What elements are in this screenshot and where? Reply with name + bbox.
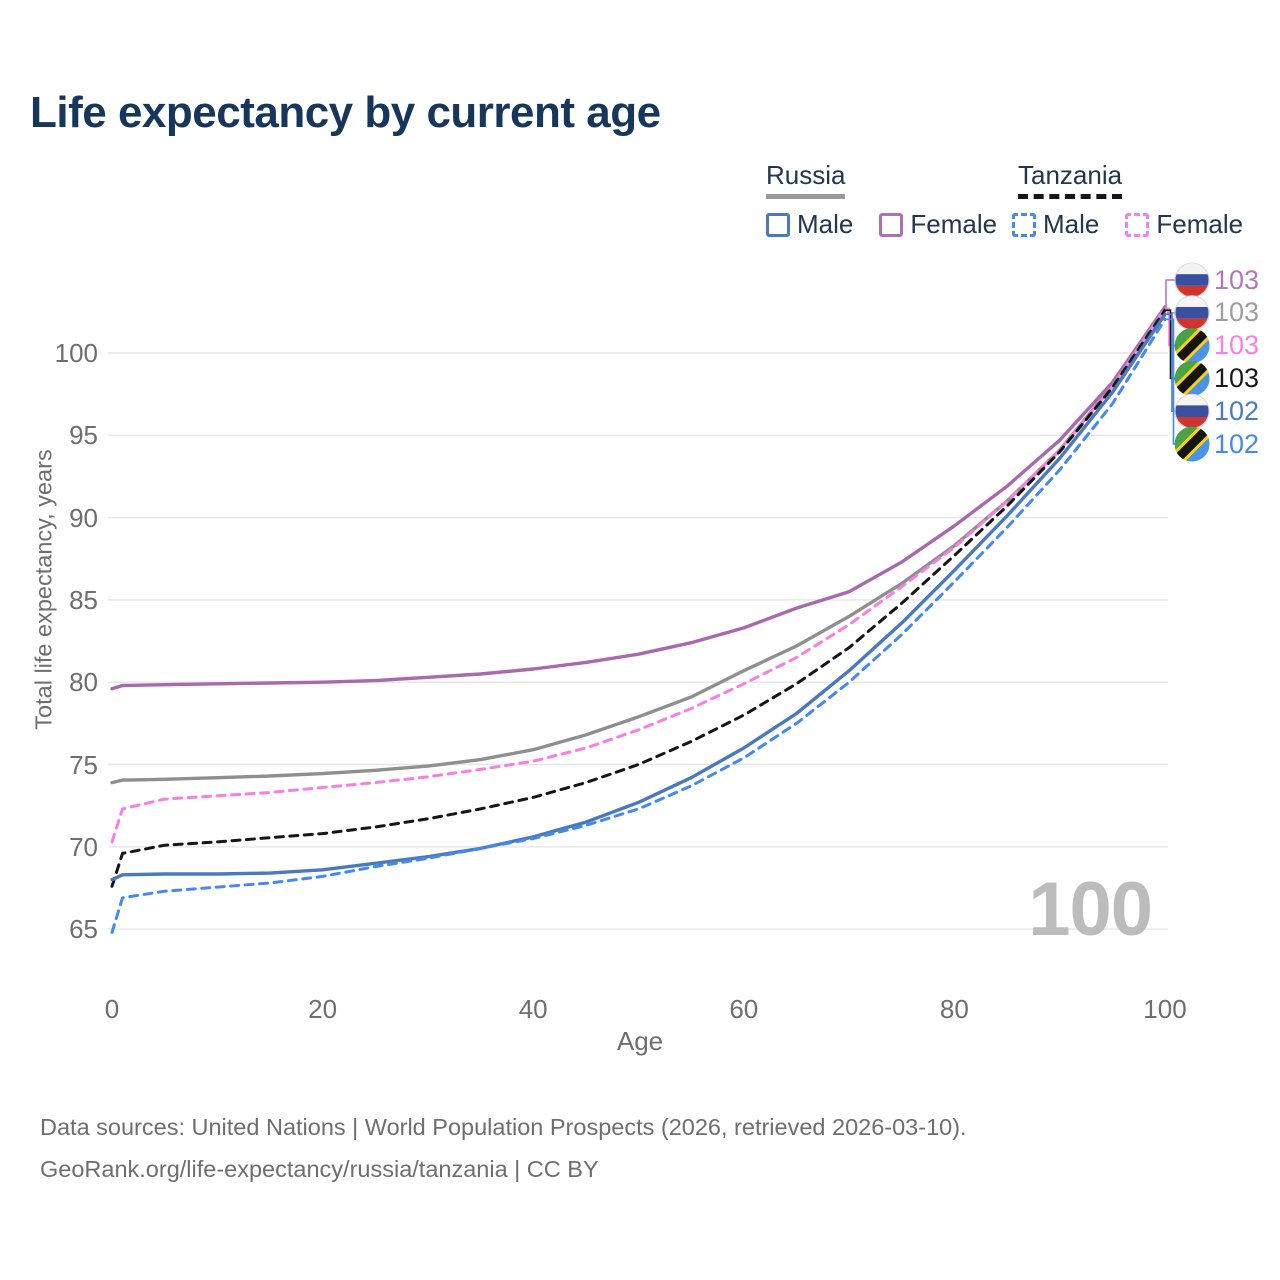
flag-icon-tanzania (1174, 426, 1210, 462)
x-tick-label-100: 100 (1143, 994, 1187, 1024)
legend-country-tanzania: Tanzania (1018, 160, 1123, 199)
y-tick-label-90: 90 (69, 502, 98, 533)
flag-icon-russia (1174, 262, 1210, 298)
flag-icons (1174, 262, 1210, 462)
legend-swatch-russia-female[interactable] (879, 212, 904, 237)
series-line-tanzania (110, 308, 1167, 888)
end-value-label-tanzania-female: 103 (1214, 330, 1260, 361)
legend-label-russia-male[interactable]: Male (797, 209, 854, 239)
gridlines (108, 352, 1168, 930)
connector-russia-female (1165, 279, 1175, 308)
end-label-connectors (1165, 279, 1175, 445)
legend-country-russia: Russia (766, 160, 846, 199)
series-line-russia-female (110, 305, 1167, 691)
flag-icon-russia (1174, 295, 1210, 331)
series-line-tanzania-male (110, 317, 1167, 934)
y-tick-label-75: 75 (69, 749, 98, 780)
y-axis-title: Total life expectancy, years (30, 449, 57, 730)
flag-icon-tanzania (1174, 328, 1210, 364)
flag-icon-russia (1174, 393, 1210, 429)
legend-swatch-tanzania-female[interactable] (1125, 212, 1150, 237)
end-value-label-russia-female: 103 (1214, 264, 1260, 295)
y-tick-label-80: 80 (69, 667, 98, 698)
series-lines (110, 305, 1167, 934)
legend-label-tanzania-female[interactable]: Female (1156, 209, 1244, 239)
flag-icon-tanzania (1174, 360, 1210, 396)
series-line-tanzania-female (110, 307, 1167, 844)
y-tick-label-95: 95 (69, 420, 98, 451)
end-value-label-russia-male: 102 (1214, 395, 1260, 426)
end-value-label-tanzania-male: 102 (1214, 428, 1260, 459)
x-tick-label-0: 0 (104, 994, 120, 1024)
legend-swatch-tanzania-male[interactable] (1012, 212, 1036, 237)
x-tick-label-20: 20 (308, 994, 338, 1024)
x-tick-label-80: 80 (939, 994, 969, 1024)
end-value-label-russia: 103 (1214, 297, 1260, 328)
legend-label-tanzania-male[interactable]: Male (1043, 209, 1100, 239)
x-tick-label-60: 60 (729, 994, 759, 1024)
page-title: Life expectancy by current age (30, 88, 661, 137)
footer: Data sources: United Nations | World Pop… (40, 1106, 967, 1190)
x-tick-label-40: 40 (518, 994, 548, 1024)
footer-data-sources: Data sources: United Nations | World Pop… (40, 1114, 967, 1140)
footer-attribution: GeoRank.org/life-expectancy/russia/tanza… (40, 1156, 599, 1182)
y-tick-label-100: 100 (54, 338, 98, 368)
x-axis-title: Age (616, 1026, 664, 1056)
end-value-label-tanzania: 103 (1214, 362, 1260, 393)
y-tick-label-70: 70 (69, 831, 98, 862)
y-tick-label-85: 85 (69, 584, 98, 615)
connector-tanzania-male (1165, 318, 1175, 445)
legend-label-russia-female[interactable]: Female (910, 209, 998, 239)
age-watermark: 100 (1028, 867, 1153, 952)
series-line-russia-male (110, 312, 1167, 882)
legend-swatch-russia-male[interactable] (766, 212, 790, 237)
legend-group-russia: Russia Male Female (766, 160, 1023, 240)
legend-group-tanzania: Tanzania Male Female (1012, 160, 1269, 240)
y-tick-label-65: 65 (69, 914, 98, 945)
series-line-russia (110, 306, 1167, 785)
